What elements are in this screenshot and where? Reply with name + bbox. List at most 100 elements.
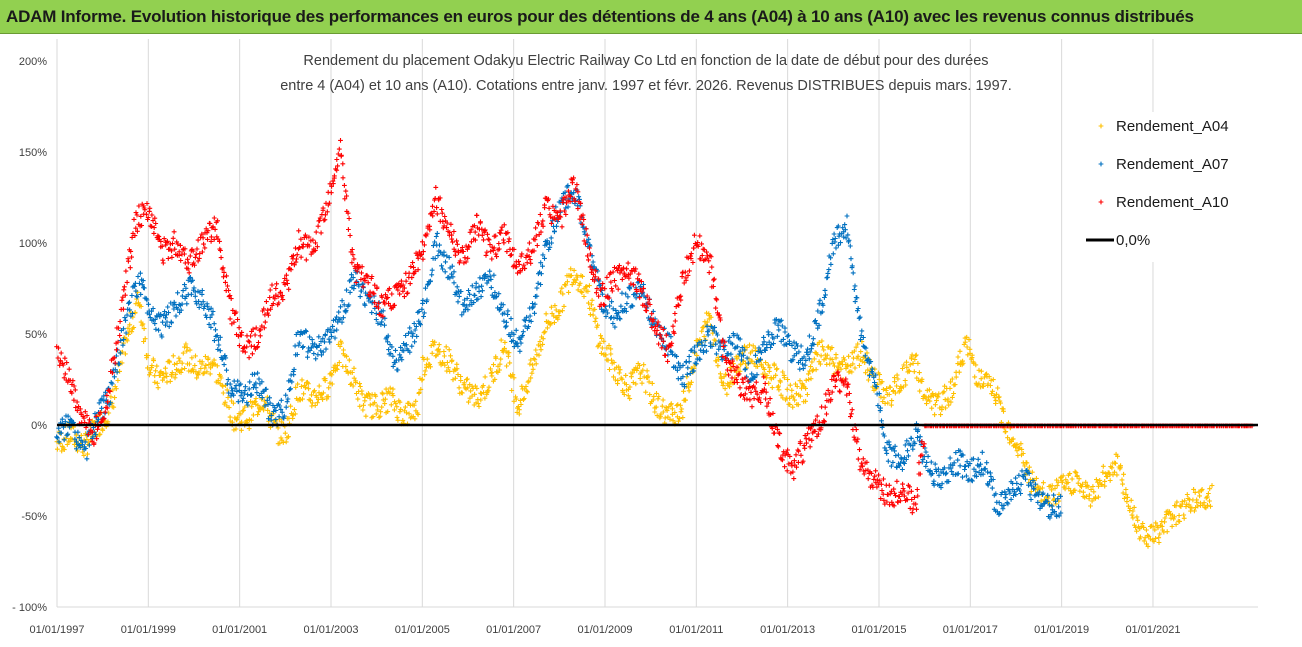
data-point: [300, 241, 306, 247]
data-point: [430, 213, 436, 219]
data-point: [521, 396, 527, 401]
data-point: [747, 397, 753, 403]
data-point: [523, 384, 529, 389]
data-point: [904, 497, 910, 503]
data-point: [1052, 486, 1058, 491]
data-point: [104, 405, 110, 411]
data-point: [518, 340, 524, 346]
data-point: [397, 291, 402, 297]
data-point: [545, 325, 550, 331]
data-point: [227, 293, 233, 298]
data-point: [187, 253, 193, 259]
data-point: [273, 286, 279, 291]
data-point: [188, 275, 193, 280]
data-point: [123, 330, 129, 336]
data-point: [406, 270, 412, 276]
data-point: [492, 377, 498, 382]
data-point: [798, 393, 803, 399]
data-point: [161, 375, 167, 381]
data-point: [504, 363, 509, 369]
data-point: [87, 417, 92, 423]
data-point: [320, 336, 326, 342]
data-point: [775, 427, 780, 432]
data-point: [456, 294, 462, 299]
data-point: [446, 255, 452, 260]
data-point: [425, 281, 431, 287]
data-point: [410, 331, 416, 337]
x-tick-label: 01/01/2001: [212, 624, 267, 636]
data-point: [279, 409, 285, 415]
data-point: [892, 443, 898, 449]
data-point: [332, 335, 338, 341]
data-point: [920, 457, 926, 462]
data-point: [653, 331, 659, 337]
data-point: [549, 218, 555, 224]
series-rendement-a10: [54, 138, 1255, 516]
data-point: [654, 328, 660, 333]
data-point: [101, 416, 107, 421]
data-point: [87, 442, 92, 448]
data-point: [283, 392, 289, 398]
data-point: [442, 353, 447, 359]
data-point: [379, 319, 385, 325]
data-point: [343, 188, 349, 194]
data-point: [864, 350, 870, 356]
data-point: [330, 181, 336, 186]
data-point: [860, 463, 865, 469]
data-point: [403, 404, 408, 410]
data-point: [195, 372, 201, 378]
data-point: [803, 386, 808, 391]
data-point: [820, 302, 826, 308]
data-point: [744, 345, 750, 350]
data-point: [835, 223, 841, 229]
data-point: [533, 347, 539, 353]
data-point: [970, 478, 975, 484]
data-point: [692, 232, 697, 238]
data-point: [385, 295, 391, 300]
data-point: [131, 217, 137, 222]
data-point: [412, 268, 418, 274]
data-point: [172, 375, 178, 381]
data-point: [140, 278, 146, 283]
data-point: [1168, 515, 1174, 521]
data-point: [584, 284, 590, 289]
data-point: [931, 482, 937, 488]
data-point: [601, 338, 607, 344]
data-point: [491, 245, 497, 251]
data-point: [403, 333, 408, 338]
data-point: [90, 434, 96, 440]
data-point: [313, 240, 318, 246]
data-point: [949, 376, 955, 382]
data-point: [625, 393, 631, 399]
data-point: [1201, 500, 1207, 506]
data-point: [754, 359, 759, 365]
data-point: [83, 446, 89, 451]
data-point: [879, 481, 884, 487]
data-point: [350, 383, 356, 389]
data-point: [297, 245, 302, 250]
data-point: [718, 317, 723, 323]
data-point: [969, 352, 975, 358]
data-point: [1096, 494, 1101, 500]
data-point: [482, 227, 488, 233]
data-point: [493, 251, 499, 257]
data-point: [160, 319, 165, 325]
data-point: [769, 426, 775, 431]
data-point: [305, 354, 310, 360]
data-point: [249, 404, 255, 410]
data-point: [496, 291, 502, 297]
data-point: [121, 306, 126, 312]
data-point: [1145, 544, 1151, 549]
data-point: [252, 332, 258, 338]
data-point: [721, 374, 727, 380]
data-point: [415, 255, 421, 261]
data-point: [334, 157, 340, 162]
data-point: [960, 474, 965, 480]
data-point: [927, 387, 932, 393]
data-point: [449, 357, 455, 363]
data-point: [677, 365, 683, 371]
data-point: [536, 232, 542, 237]
data-point: [315, 244, 320, 250]
data-point: [367, 402, 373, 408]
data-point: [144, 201, 150, 206]
